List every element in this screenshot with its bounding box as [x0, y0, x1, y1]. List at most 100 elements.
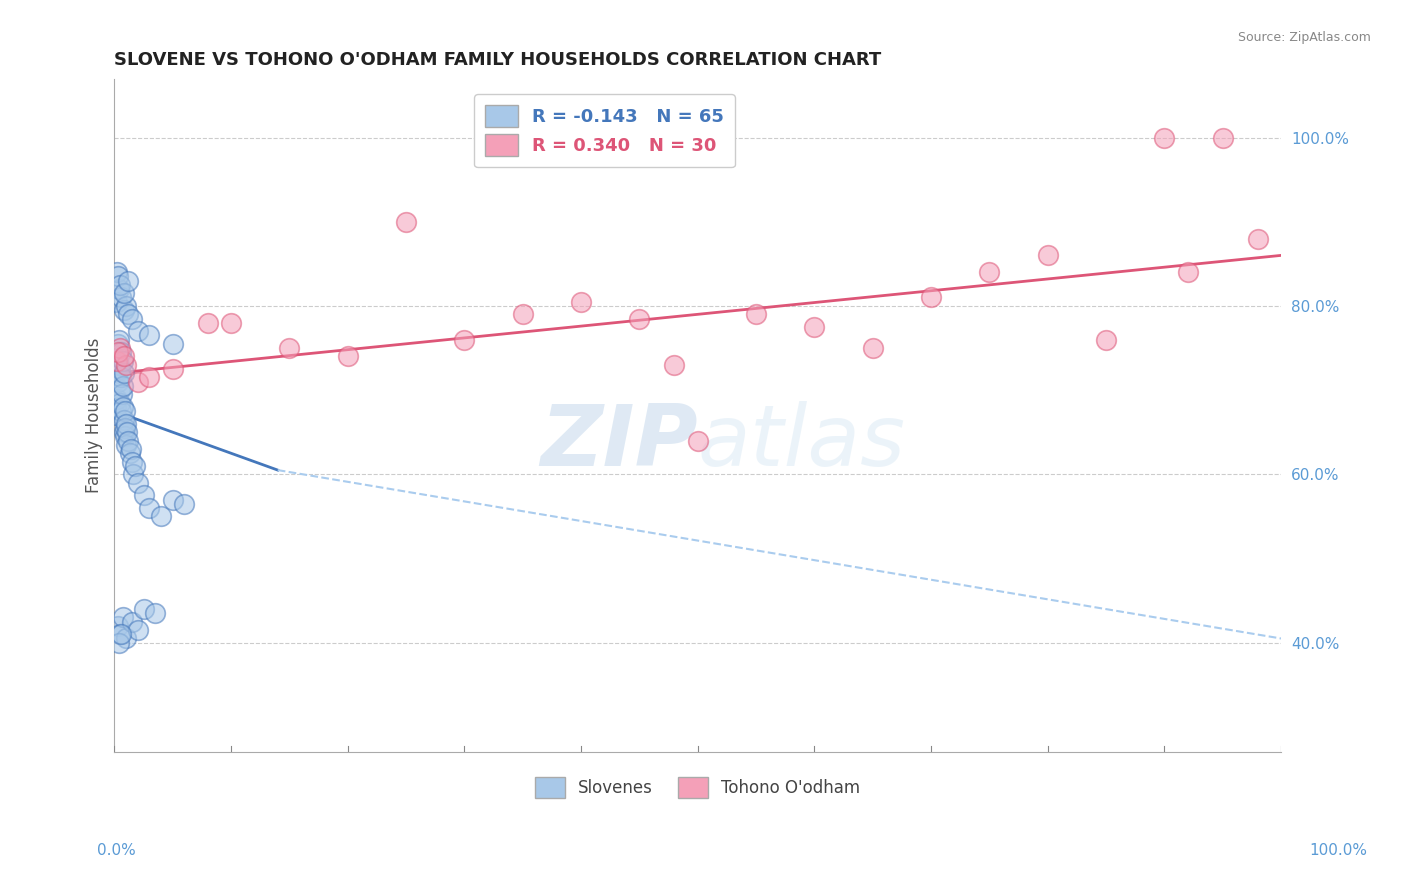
Point — [108, 383, 131, 397]
Text: ZIP: ZIP — [540, 401, 697, 483]
Point — [115, 299, 138, 313]
Point — [138, 328, 160, 343]
Point — [862, 341, 884, 355]
Point — [107, 375, 129, 389]
Point — [107, 269, 129, 284]
Point — [110, 291, 132, 305]
Point — [162, 336, 184, 351]
Point — [105, 353, 128, 368]
Text: 0.0%: 0.0% — [97, 843, 136, 858]
Point — [114, 429, 136, 443]
Point — [115, 632, 138, 646]
Point — [104, 409, 127, 423]
Point — [121, 455, 143, 469]
Legend: Slovenes, Tohono O'odham: Slovenes, Tohono O'odham — [529, 771, 868, 805]
Point — [920, 291, 942, 305]
Point — [105, 392, 128, 406]
Point — [197, 316, 219, 330]
Point — [138, 500, 160, 515]
Point — [117, 434, 139, 448]
Point — [745, 307, 768, 321]
Point — [107, 350, 129, 364]
Point — [110, 404, 132, 418]
Point — [127, 623, 149, 637]
Point — [219, 316, 242, 330]
Point — [150, 509, 173, 524]
Point — [121, 615, 143, 629]
Point — [115, 417, 138, 431]
Point — [117, 274, 139, 288]
Point — [112, 366, 135, 380]
Point — [569, 294, 592, 309]
Point — [395, 215, 418, 229]
Text: Source: ZipAtlas.com: Source: ZipAtlas.com — [1237, 31, 1371, 45]
Point — [112, 425, 135, 440]
Point — [111, 387, 134, 401]
Point — [132, 602, 155, 616]
Point — [105, 400, 128, 414]
Point — [105, 294, 128, 309]
Point — [1036, 248, 1059, 262]
Point — [112, 412, 135, 426]
Point — [108, 282, 131, 296]
Point — [112, 303, 135, 318]
Point — [686, 434, 709, 448]
Point — [143, 606, 166, 620]
Point — [114, 404, 136, 418]
Point — [512, 307, 534, 321]
Point — [110, 627, 132, 641]
Point — [115, 438, 138, 452]
Y-axis label: Family Households: Family Households — [86, 338, 103, 493]
Point — [1095, 333, 1118, 347]
Point — [122, 467, 145, 482]
Text: 100.0%: 100.0% — [1309, 843, 1368, 858]
Point — [803, 320, 825, 334]
Point — [127, 475, 149, 490]
Point — [628, 311, 651, 326]
Point — [1212, 130, 1234, 145]
Point — [110, 362, 132, 376]
Point — [127, 375, 149, 389]
Point — [162, 362, 184, 376]
Point — [121, 311, 143, 326]
Point — [111, 379, 134, 393]
Point — [453, 333, 475, 347]
Text: atlas: atlas — [697, 401, 905, 483]
Point — [112, 400, 135, 414]
Point — [336, 350, 359, 364]
Point — [138, 370, 160, 384]
Point — [117, 307, 139, 321]
Point — [110, 627, 132, 641]
Point — [162, 492, 184, 507]
Point — [107, 336, 129, 351]
Point — [979, 265, 1001, 279]
Point — [120, 442, 142, 456]
Point — [111, 353, 134, 368]
Point — [1247, 231, 1270, 245]
Point — [118, 446, 141, 460]
Point — [124, 458, 146, 473]
Point — [115, 358, 138, 372]
Point — [114, 421, 136, 435]
Point — [110, 395, 132, 409]
Point — [278, 341, 301, 355]
Point — [108, 333, 131, 347]
Point — [105, 265, 128, 279]
Point — [110, 341, 132, 355]
Point — [108, 636, 131, 650]
Point — [132, 488, 155, 502]
Point — [117, 425, 139, 440]
Point — [107, 619, 129, 633]
Point — [110, 370, 132, 384]
Point — [1153, 130, 1175, 145]
Point — [110, 277, 132, 292]
Point — [664, 358, 686, 372]
Point — [112, 350, 135, 364]
Point — [107, 345, 129, 359]
Point — [127, 324, 149, 338]
Text: SLOVENE VS TOHONO O'ODHAM FAMILY HOUSEHOLDS CORRELATION CHART: SLOVENE VS TOHONO O'ODHAM FAMILY HOUSEHO… — [114, 51, 882, 69]
Point — [173, 497, 195, 511]
Point — [105, 366, 128, 380]
Point — [112, 286, 135, 301]
Point — [111, 610, 134, 624]
